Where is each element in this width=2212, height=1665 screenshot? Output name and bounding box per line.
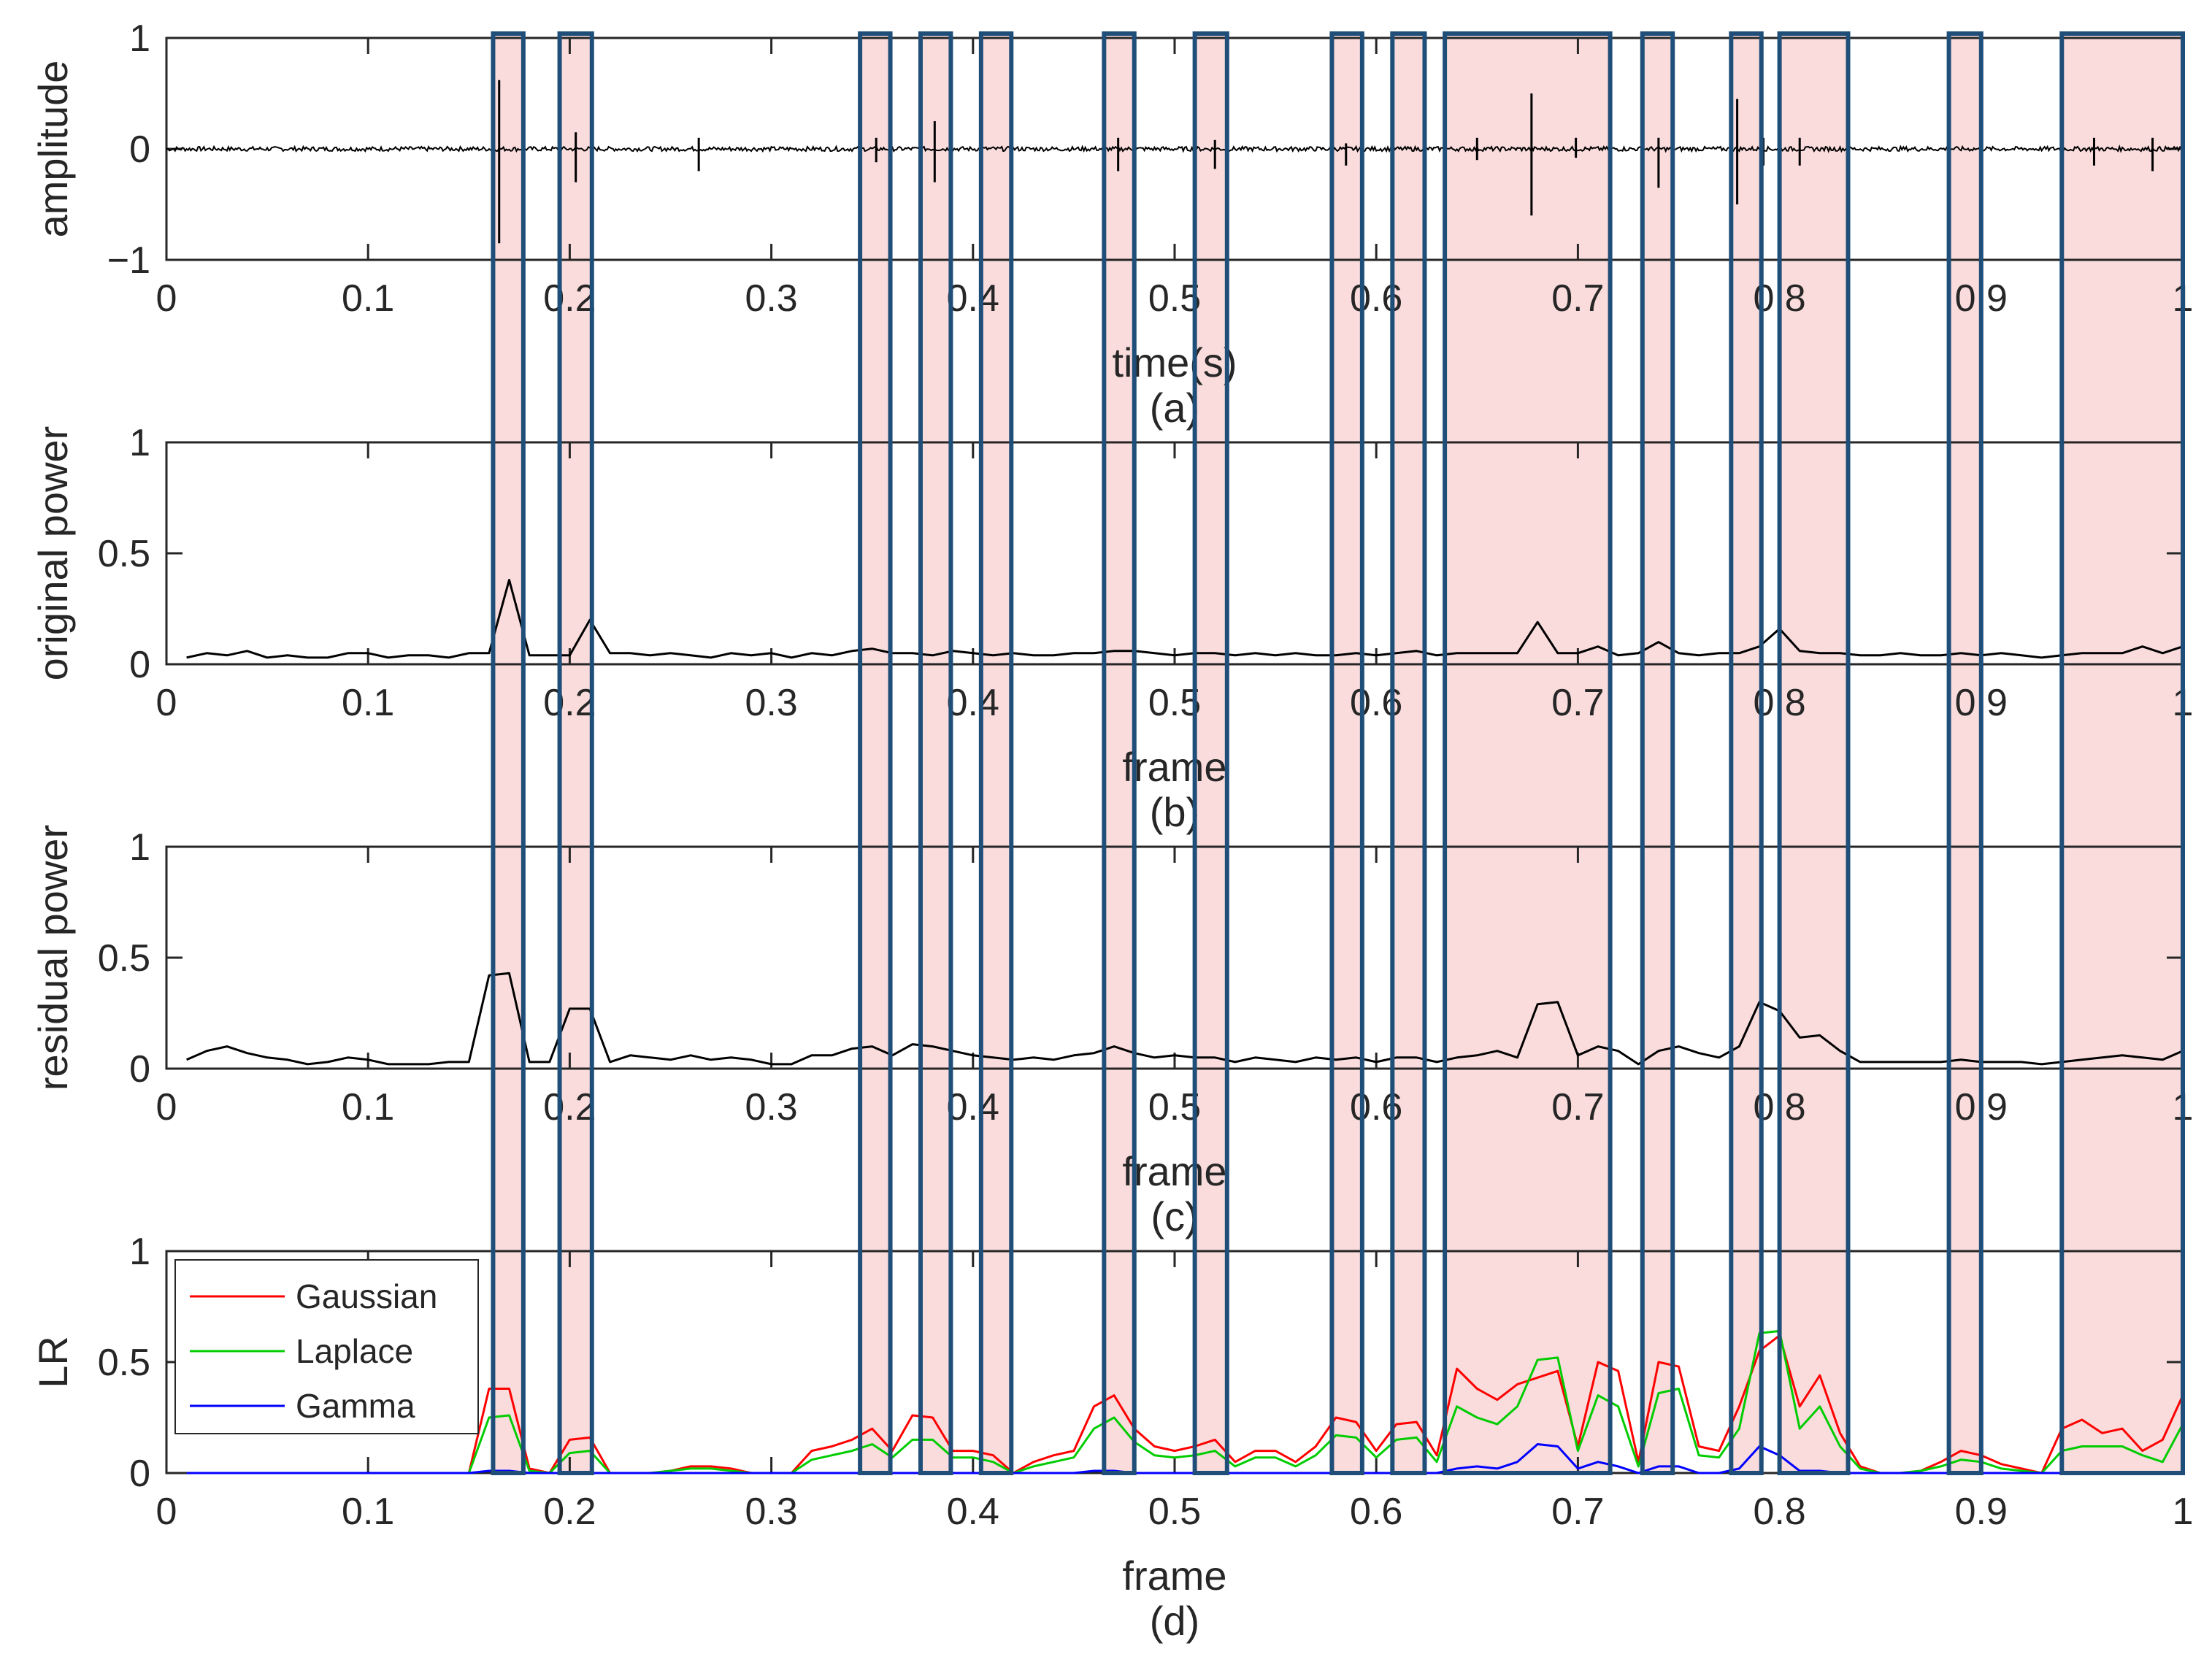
x-tick-label: 0.3 xyxy=(745,277,797,320)
highlight-outline-11 xyxy=(1729,31,1764,1475)
y-tick-label: 0.5 xyxy=(98,533,150,575)
panel-label: (c) xyxy=(1151,1193,1198,1239)
highlight-outline-6 xyxy=(1192,31,1229,1475)
legend-label: Laplace xyxy=(296,1332,413,1370)
highlight-region-13 xyxy=(1948,34,1981,1473)
x-tick-label: 0.6 xyxy=(1350,277,1402,320)
y-tick-label: 0.5 xyxy=(98,937,150,980)
x-tick-label: 0.6 xyxy=(1350,1086,1402,1128)
legend-box xyxy=(174,1259,479,1434)
x-tick-label: 0.1 xyxy=(342,1086,394,1128)
y-tick-label: 0 xyxy=(129,1048,150,1091)
highlight-region-10 xyxy=(1642,34,1673,1473)
x-tick-label: 0.5 xyxy=(1148,1086,1201,1128)
y-tick-label: 0.5 xyxy=(98,1342,150,1384)
highlight-outline-8 xyxy=(1390,31,1427,1475)
x-tick-label: 0.3 xyxy=(745,1086,797,1128)
highlight-region-8 xyxy=(1392,34,1425,1473)
legend-label: Gaussian xyxy=(296,1277,437,1315)
x-axis-label: frame xyxy=(1122,744,1226,790)
panel-label: (a) xyxy=(1150,385,1199,431)
highlight-region-7 xyxy=(1332,34,1362,1473)
x-tick-label: 0.2 xyxy=(543,682,596,724)
x-tick-label: 0.7 xyxy=(1551,1086,1604,1128)
y-tick-label: 1 xyxy=(129,826,150,869)
x-axis-label: time(s) xyxy=(1112,339,1237,385)
highlight-region-5 xyxy=(1104,34,1134,1473)
x-axis-label: frame xyxy=(1122,1148,1226,1194)
x-tick-label: 0.3 xyxy=(745,1491,797,1533)
y-tick-label: 0 xyxy=(129,1453,150,1495)
y-tick-label: 1 xyxy=(129,1231,150,1273)
x-tick-label: 0.4 xyxy=(947,682,999,724)
x-tick-label: 0.7 xyxy=(1551,277,1604,320)
highlight-outline-2 xyxy=(858,31,893,1475)
highlight-region-4 xyxy=(980,34,1012,1473)
x-tick-label: 0.6 xyxy=(1350,1491,1402,1533)
highlight-outline-10 xyxy=(1640,31,1675,1475)
highlight-region-1 xyxy=(559,34,592,1473)
panel-label: (d) xyxy=(1150,1598,1199,1644)
x-tick-label: 0.4 xyxy=(947,277,999,320)
y-tick-label: 0 xyxy=(129,644,150,686)
x-axis-label: frame xyxy=(1122,1553,1226,1599)
legend: Gaussian Laplace Gamma xyxy=(174,1259,479,1434)
x-tick-label: 0.4 xyxy=(947,1491,999,1533)
x-tick-label: 0.6 xyxy=(1350,682,1402,724)
highlight-region-12 xyxy=(1779,34,1848,1473)
x-tick-label: 0 xyxy=(156,682,177,724)
highlight-outline-3 xyxy=(918,31,953,1475)
x-tick-label: 0.5 xyxy=(1148,1491,1201,1533)
highlight-outline-7 xyxy=(1329,31,1364,1475)
x-tick-label: 0 xyxy=(156,1491,177,1533)
highlight-region-11 xyxy=(1731,34,1762,1473)
x-tick-label: 0.4 xyxy=(947,1086,999,1128)
x-tick-label: 0.1 xyxy=(342,682,394,724)
legend-label: Gamma xyxy=(296,1387,415,1425)
y-tick-label: 1 xyxy=(129,18,150,60)
highlight-outlines xyxy=(491,31,2186,1475)
x-tick-label: 0.2 xyxy=(543,1086,596,1128)
highlight-region-0 xyxy=(493,34,523,1473)
highlight-outline-5 xyxy=(1102,31,1137,1475)
x-tick-label: 0.3 xyxy=(745,682,797,724)
highlight-outline-4 xyxy=(978,31,1014,1475)
y-axis-label: amplitude xyxy=(30,61,76,238)
x-tick-label: 0.1 xyxy=(342,277,394,320)
highlight-region-9 xyxy=(1445,34,1610,1473)
x-tick-label: 0.7 xyxy=(1551,682,1604,724)
x-tick-label: 0.1 xyxy=(342,1491,394,1533)
highlight-outline-12 xyxy=(1777,31,1851,1475)
highlight-region-14 xyxy=(2062,34,2183,1473)
x-tick-label: 0.2 xyxy=(543,277,596,320)
panel-d: 0 0.1 0.2 0.3 0.4 0.5 0.6 0.7 0.8 0.9 1 0 0.5 1 LR fram… xyxy=(30,1231,2193,1644)
y-tick-label: 1 xyxy=(129,422,150,464)
highlight-outline-0 xyxy=(491,31,526,1475)
x-tick-label: 0.7 xyxy=(1551,1491,1604,1533)
x-tick-label: 0.9 xyxy=(1955,1491,2008,1533)
x-tick-label: 0.5 xyxy=(1148,277,1201,320)
panel-b: 0 0.1 0.2 0.3 0.4 0.5 0.6 0.7 0.8 0.9 100.51origin… xyxy=(30,422,2193,835)
y-axis-label: LR xyxy=(30,1336,76,1388)
y-axis-label: original power xyxy=(30,426,76,681)
highlight-outline-9 xyxy=(1443,31,1613,1475)
x-tick-label: 0.5 xyxy=(1148,682,1201,724)
highlight-regions xyxy=(493,34,2183,1473)
x-tick-label: 0.2 xyxy=(543,1491,596,1533)
y-tick-label: −1 xyxy=(107,239,150,282)
highlight-region-3 xyxy=(920,34,951,1473)
highlight-outline-14 xyxy=(2059,31,2186,1475)
highlight-outline-13 xyxy=(1946,31,1983,1475)
x-tick-label: 0.8 xyxy=(1753,1491,1805,1533)
panel-label: (b) xyxy=(1150,789,1199,835)
x-tick-label: 0 xyxy=(156,1086,177,1128)
highlight-outline-1 xyxy=(557,31,594,1475)
x-tick-label: 0 xyxy=(156,277,177,320)
highlight-region-2 xyxy=(860,34,891,1473)
y-tick-label: 0 xyxy=(129,128,150,171)
x-tick-label: 1 xyxy=(2173,1491,2194,1533)
y-axis-label: residual power xyxy=(30,825,76,1091)
highlight-region-6 xyxy=(1194,34,1227,1473)
